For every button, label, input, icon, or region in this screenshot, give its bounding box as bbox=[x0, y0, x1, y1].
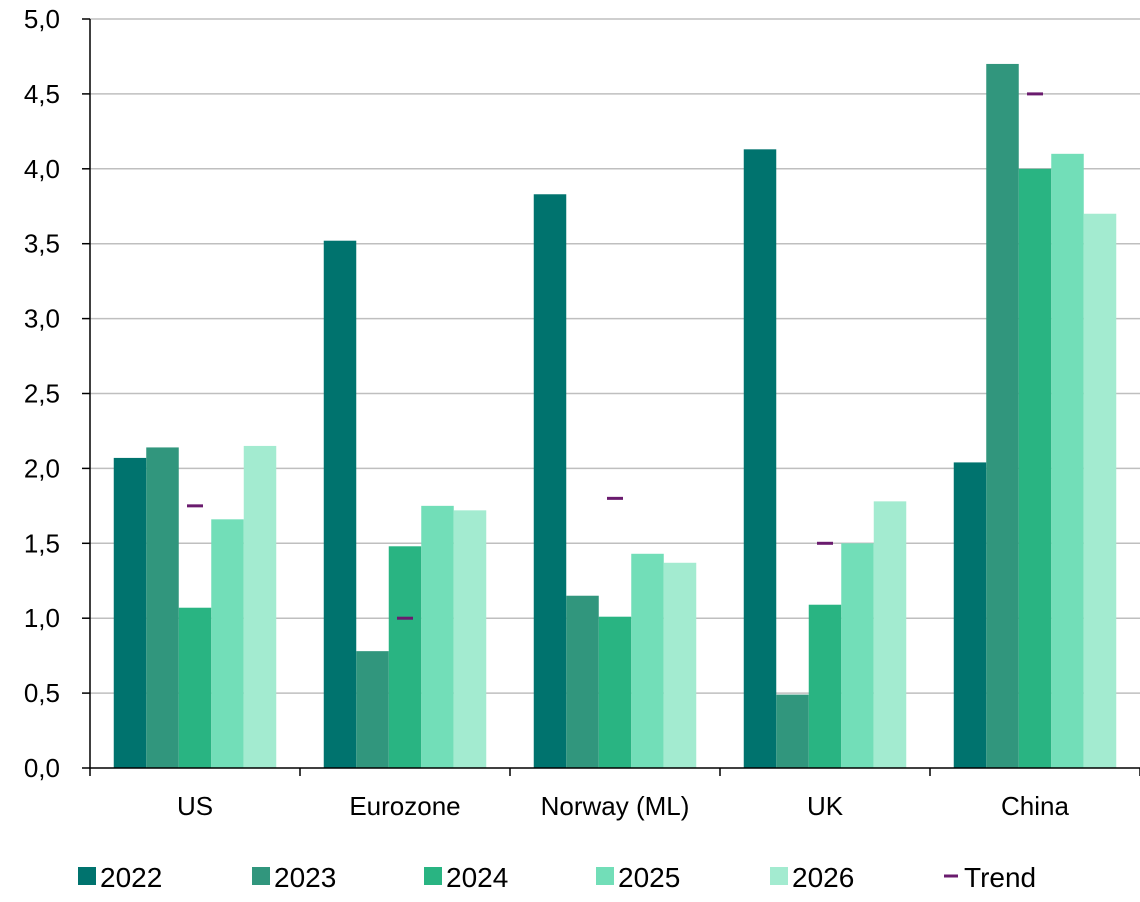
y-tick-label: 2,0 bbox=[24, 453, 60, 483]
y-tick-label: 1,0 bbox=[24, 603, 60, 633]
bar-2024-norway-ml- bbox=[598, 616, 632, 768]
legend: 2022 2023 2024 2025 2026 Trend bbox=[78, 862, 1036, 893]
legend-label: 2026 bbox=[792, 862, 854, 893]
bars bbox=[113, 63, 1117, 769]
bar-2026-norway-ml- bbox=[663, 562, 697, 768]
legend-label: 2023 bbox=[274, 862, 336, 893]
legend-label: 2024 bbox=[446, 862, 508, 893]
bar-2023-norway-ml- bbox=[566, 595, 599, 768]
bar-2022-china bbox=[953, 462, 987, 768]
y-tick-label: 4,0 bbox=[24, 154, 60, 184]
y-tick-label: 3,0 bbox=[24, 304, 60, 334]
bar-2023-us bbox=[146, 447, 179, 768]
bar-2025-uk bbox=[841, 543, 874, 768]
legend-swatch bbox=[596, 867, 614, 885]
legend-label: 2022 bbox=[100, 862, 162, 893]
y-tick-label: 0,5 bbox=[24, 678, 60, 708]
category-label: China bbox=[1001, 791, 1069, 821]
bar-2023-eurozone bbox=[356, 651, 389, 768]
bar-2024-china bbox=[1018, 168, 1052, 769]
bar-2024-us bbox=[178, 607, 212, 768]
legend-label: 2025 bbox=[618, 862, 680, 893]
bar-2026-uk bbox=[873, 501, 907, 768]
legend-label: Trend bbox=[964, 862, 1036, 893]
category-label: US bbox=[177, 791, 213, 821]
y-tick-label: 3,5 bbox=[24, 229, 60, 259]
y-tick-label: 4,5 bbox=[24, 79, 60, 109]
y-tick-label: 5,0 bbox=[24, 4, 60, 34]
category-labels: US Eurozone Norway (ML) UK China bbox=[177, 791, 1070, 821]
bar-2025-norway-ml- bbox=[631, 553, 664, 768]
category-label: UK bbox=[807, 791, 844, 821]
bar-2025-us bbox=[211, 519, 244, 768]
bar-2025-china bbox=[1051, 153, 1084, 768]
category-label: Norway (ML) bbox=[541, 791, 690, 821]
category-label: Eurozone bbox=[349, 791, 460, 821]
bar-2026-china bbox=[1083, 213, 1117, 769]
legend-swatch bbox=[424, 867, 442, 885]
bar-2025-eurozone bbox=[421, 505, 454, 768]
legend-swatch bbox=[252, 867, 270, 885]
y-tick-label: 2,5 bbox=[24, 379, 60, 409]
bar-2026-us bbox=[243, 445, 277, 768]
bar-2023-china bbox=[986, 63, 1019, 768]
bar-2024-eurozone bbox=[388, 546, 422, 768]
y-tick-labels: 0,0 0,5 1,0 1,5 2,0 2,5 3,0 3,5 4,0 4,5 5,0 bbox=[24, 4, 60, 783]
bar-2022-eurozone bbox=[323, 240, 357, 769]
legend-swatch bbox=[770, 867, 788, 885]
bar-2026-eurozone bbox=[453, 510, 487, 768]
legend-swatch bbox=[78, 867, 96, 885]
axes bbox=[82, 18, 1140, 776]
y-tick-label: 1,5 bbox=[24, 528, 60, 558]
bar-2024-uk bbox=[808, 604, 842, 768]
bar-2022-us bbox=[113, 457, 147, 768]
y-tick-label: 0,0 bbox=[24, 753, 60, 783]
bar-2022-norway-ml- bbox=[533, 194, 567, 769]
trend-markers bbox=[187, 92, 1043, 620]
bar-2022-uk bbox=[743, 149, 777, 769]
bar-2023-uk bbox=[776, 694, 809, 768]
